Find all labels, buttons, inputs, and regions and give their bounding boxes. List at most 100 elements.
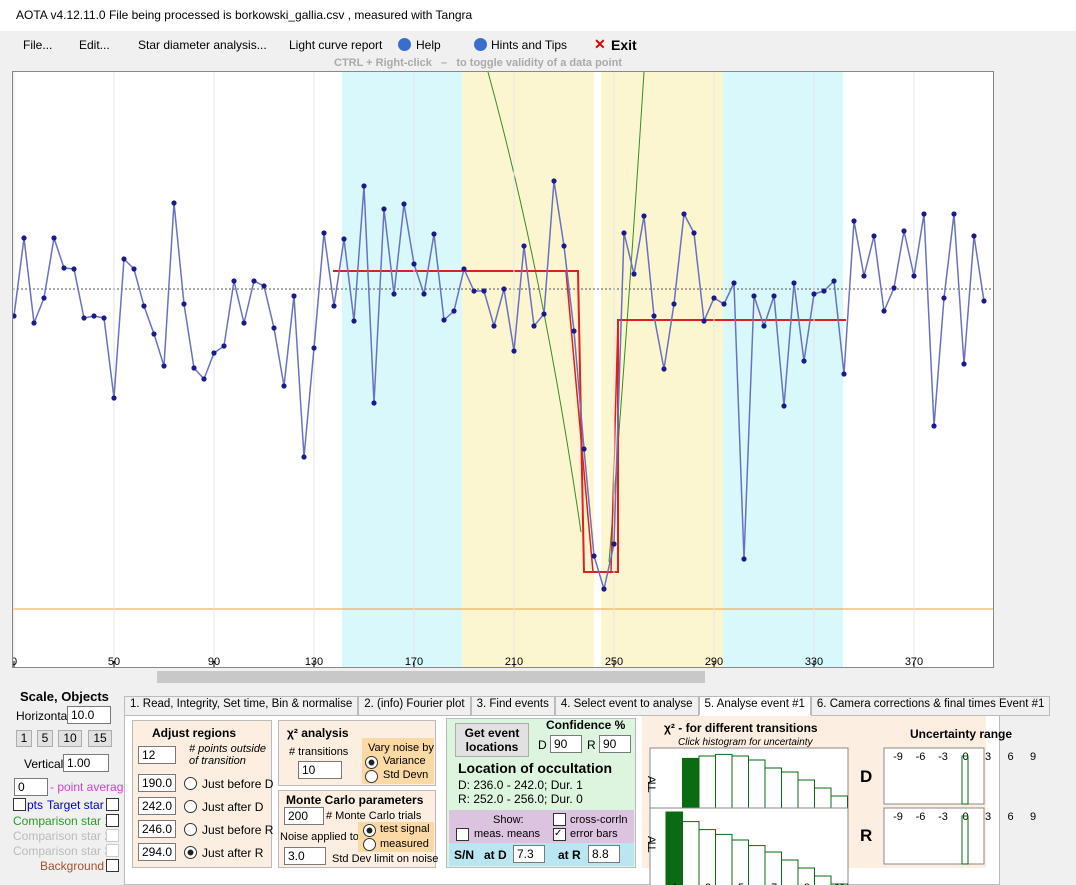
radio[interactable] [365,770,378,783]
object-check[interactable] [106,859,119,872]
location-title: Location of occultation [458,760,612,776]
x-tick-label: 370 [905,656,923,668]
check-label: meas. means [474,828,541,840]
object-label: Comparison star 2 [13,829,112,843]
sn-label: S/N [454,848,475,862]
radio[interactable] [365,756,378,769]
noise-label: Noise applied to [280,831,359,843]
radio[interactable] [363,824,376,837]
tab[interactable]: 1. Read, Integrity, Set time, Bin & norm… [124,696,359,716]
scale-button[interactable]: 15 [88,730,112,747]
data-point [531,323,537,329]
check[interactable]: ✓ [553,828,566,841]
region-input[interactable]: 294.0 [138,843,176,861]
check[interactable] [553,813,566,826]
check[interactable] [456,828,469,841]
data-point [901,228,907,234]
at-r: at R [558,848,581,862]
object-check[interactable] [106,814,119,827]
data-point [801,358,807,364]
region-input[interactable]: 242.0 [138,797,176,815]
radio[interactable] [184,823,197,836]
d-confidence[interactable]: 90 [550,735,582,753]
tab[interactable]: 5. Analyse event #1 [698,696,811,715]
object-check[interactable] [106,844,119,857]
data-point [561,243,567,249]
menu-hints[interactable]: Hints and Tips [491,38,568,52]
x-tick-label: 250 [605,656,623,668]
horizontal-input[interactable]: 10.0 [67,706,111,724]
data-point [421,291,427,297]
data-point [391,291,397,297]
get-event-button[interactable]: Get event locations [455,723,529,757]
data-point [541,311,547,317]
tab[interactable]: 4. Select event to analyse [554,696,699,716]
tab[interactable]: 6. Camera corrections & final times Even… [810,696,1051,716]
tab[interactable]: 3. Find events [470,696,555,716]
data-point [101,315,107,321]
menu-star[interactable]: Star diameter analysis... [138,38,267,52]
data-point [211,350,217,356]
data-point [671,301,677,307]
data-point [201,376,207,382]
option-label: test signal [380,823,430,835]
data-point [951,211,957,217]
window-title: AOTA v4.12.11.0 File being processed is … [16,8,473,22]
average-select[interactable]: 0 [14,778,48,796]
transitions-input[interactable]: 10 [298,761,342,779]
region-input[interactable]: 246.0 [138,820,176,838]
exit-icon: ✕ [594,36,606,52]
data-point [851,218,857,224]
object-check[interactable] [106,829,119,842]
object-label: Comparison star 3 [13,844,112,858]
hints-icon [474,38,487,51]
x-tick-label: 170 [405,656,423,668]
region-label: Just after D [202,800,264,814]
data-point [881,308,887,314]
data-point [161,363,167,369]
data-point [171,200,177,206]
scroll-thumb[interactable] [157,671,705,683]
data-point [151,331,157,337]
data-point [781,403,787,409]
data-point [621,230,627,236]
limit-input[interactable]: 3.0 [284,847,326,865]
trials-input[interactable]: 200 [284,807,324,825]
radio[interactable] [184,846,197,859]
radio[interactable] [363,838,376,851]
data-point [731,280,737,286]
data-point [301,454,307,460]
hist-r: R [860,826,873,845]
option-label: Std Devn [383,769,429,781]
data-point [521,243,527,249]
data-point [241,320,247,326]
region-label: Just before D [202,777,274,791]
object-check[interactable] [106,798,119,811]
scale-button[interactable]: 1 [16,730,32,747]
scale-button[interactable]: 5 [37,730,53,747]
data-point [381,206,387,212]
check-label: cross-corrln [570,814,628,826]
data-point [501,286,507,292]
vertical-input[interactable]: 1.00 [63,754,109,772]
r-confidence[interactable]: 90 [599,735,631,753]
radio[interactable] [184,800,197,813]
light-curve-chart[interactable]: 0 50 90 130 170 210 250 290 330 370 [12,71,994,668]
points-input[interactable]: 12 [138,746,176,764]
tab[interactable]: 2. (info) Fourier plot [358,696,471,716]
menu-edit[interactable]: Edit... [79,38,110,52]
menu-file[interactable]: File... [23,38,53,52]
x-tick-label: 50 [108,656,120,668]
menu-exit[interactable]: Exit [611,37,637,53]
radio[interactable] [184,777,197,790]
menu-help[interactable]: Help [416,38,441,52]
scale-button[interactable]: 10 [58,730,82,747]
pts-check[interactable] [13,798,26,811]
data-point [921,211,927,217]
chi2-title: χ² analysis [287,726,349,740]
option-label: measured [380,838,429,850]
menu-report[interactable]: Light curve report [289,38,383,52]
region-input[interactable]: 190.0 [138,774,176,792]
r-label: R [587,738,596,752]
data-point [911,273,917,279]
